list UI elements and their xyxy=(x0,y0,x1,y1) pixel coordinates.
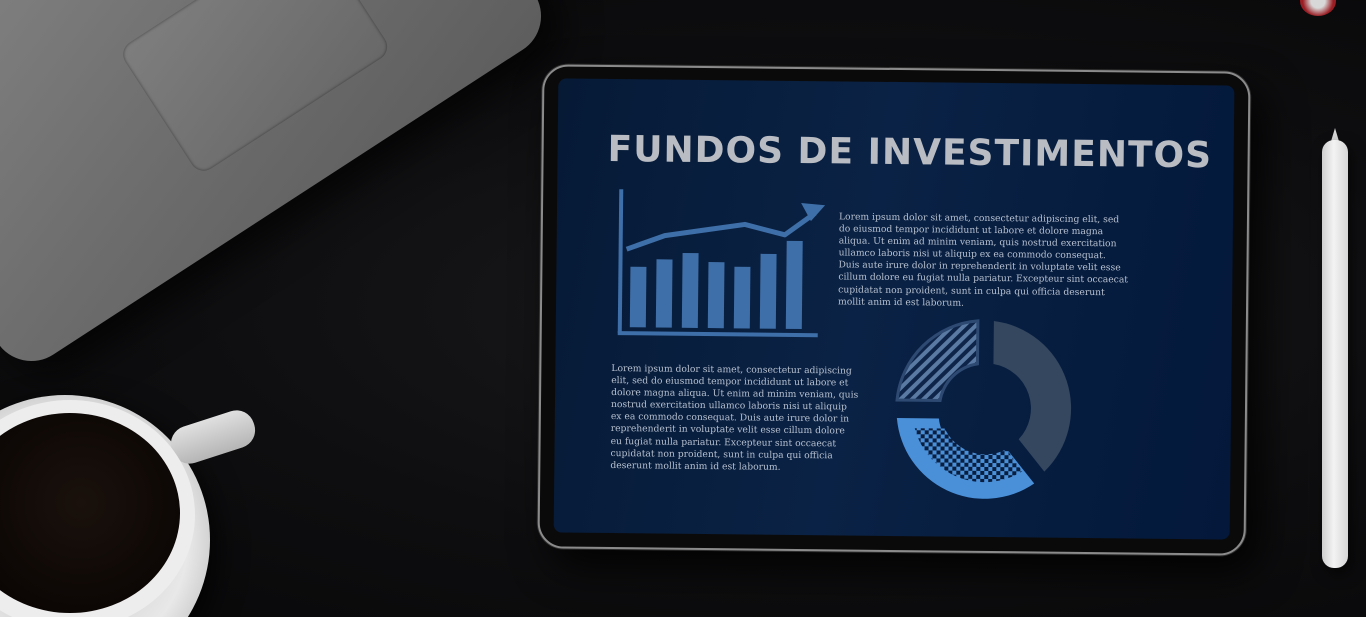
chart-axis-x xyxy=(617,331,818,338)
tablet: FUNDOS DE INVESTIMENTOS Lorem ipsum dolo… xyxy=(537,64,1251,556)
bar-icon-bar xyxy=(655,259,673,328)
bar-chart-icon xyxy=(617,189,826,338)
bar-icon-bar xyxy=(759,253,777,329)
trend-line xyxy=(625,211,817,252)
donut-chart-icon xyxy=(895,319,1072,499)
bar-icon-bar xyxy=(707,262,725,329)
stylus-pen xyxy=(1322,140,1348,568)
tablet-screen: FUNDOS DE INVESTIMENTOS Lorem ipsum dolo… xyxy=(553,78,1235,540)
donut-segment-solid xyxy=(993,321,1072,472)
bar-icon-bar xyxy=(681,252,699,328)
bar-icon-bar xyxy=(629,266,647,328)
laptop-trackpad xyxy=(117,0,393,177)
bar-icon-bar xyxy=(733,266,751,329)
coffee-cup-handle xyxy=(166,405,260,469)
donut-segment-hatched xyxy=(895,319,980,403)
trend-arrow-head xyxy=(801,203,826,222)
description-paragraph-1: Lorem ipsum dolor sit amet, consectetur … xyxy=(838,211,1129,309)
description-paragraph-2: Lorem ipsum dolor sit amet, consectetur … xyxy=(610,363,859,473)
bar-icon-bar xyxy=(785,240,803,330)
laptop xyxy=(0,0,557,377)
coffee xyxy=(0,413,180,613)
pen-cap xyxy=(1300,0,1336,16)
page-title: FUNDOS DE INVESTIMENTOS xyxy=(607,128,1213,177)
donut-segment-checkered-inner xyxy=(914,428,1023,483)
chart-axis-y xyxy=(617,189,624,334)
